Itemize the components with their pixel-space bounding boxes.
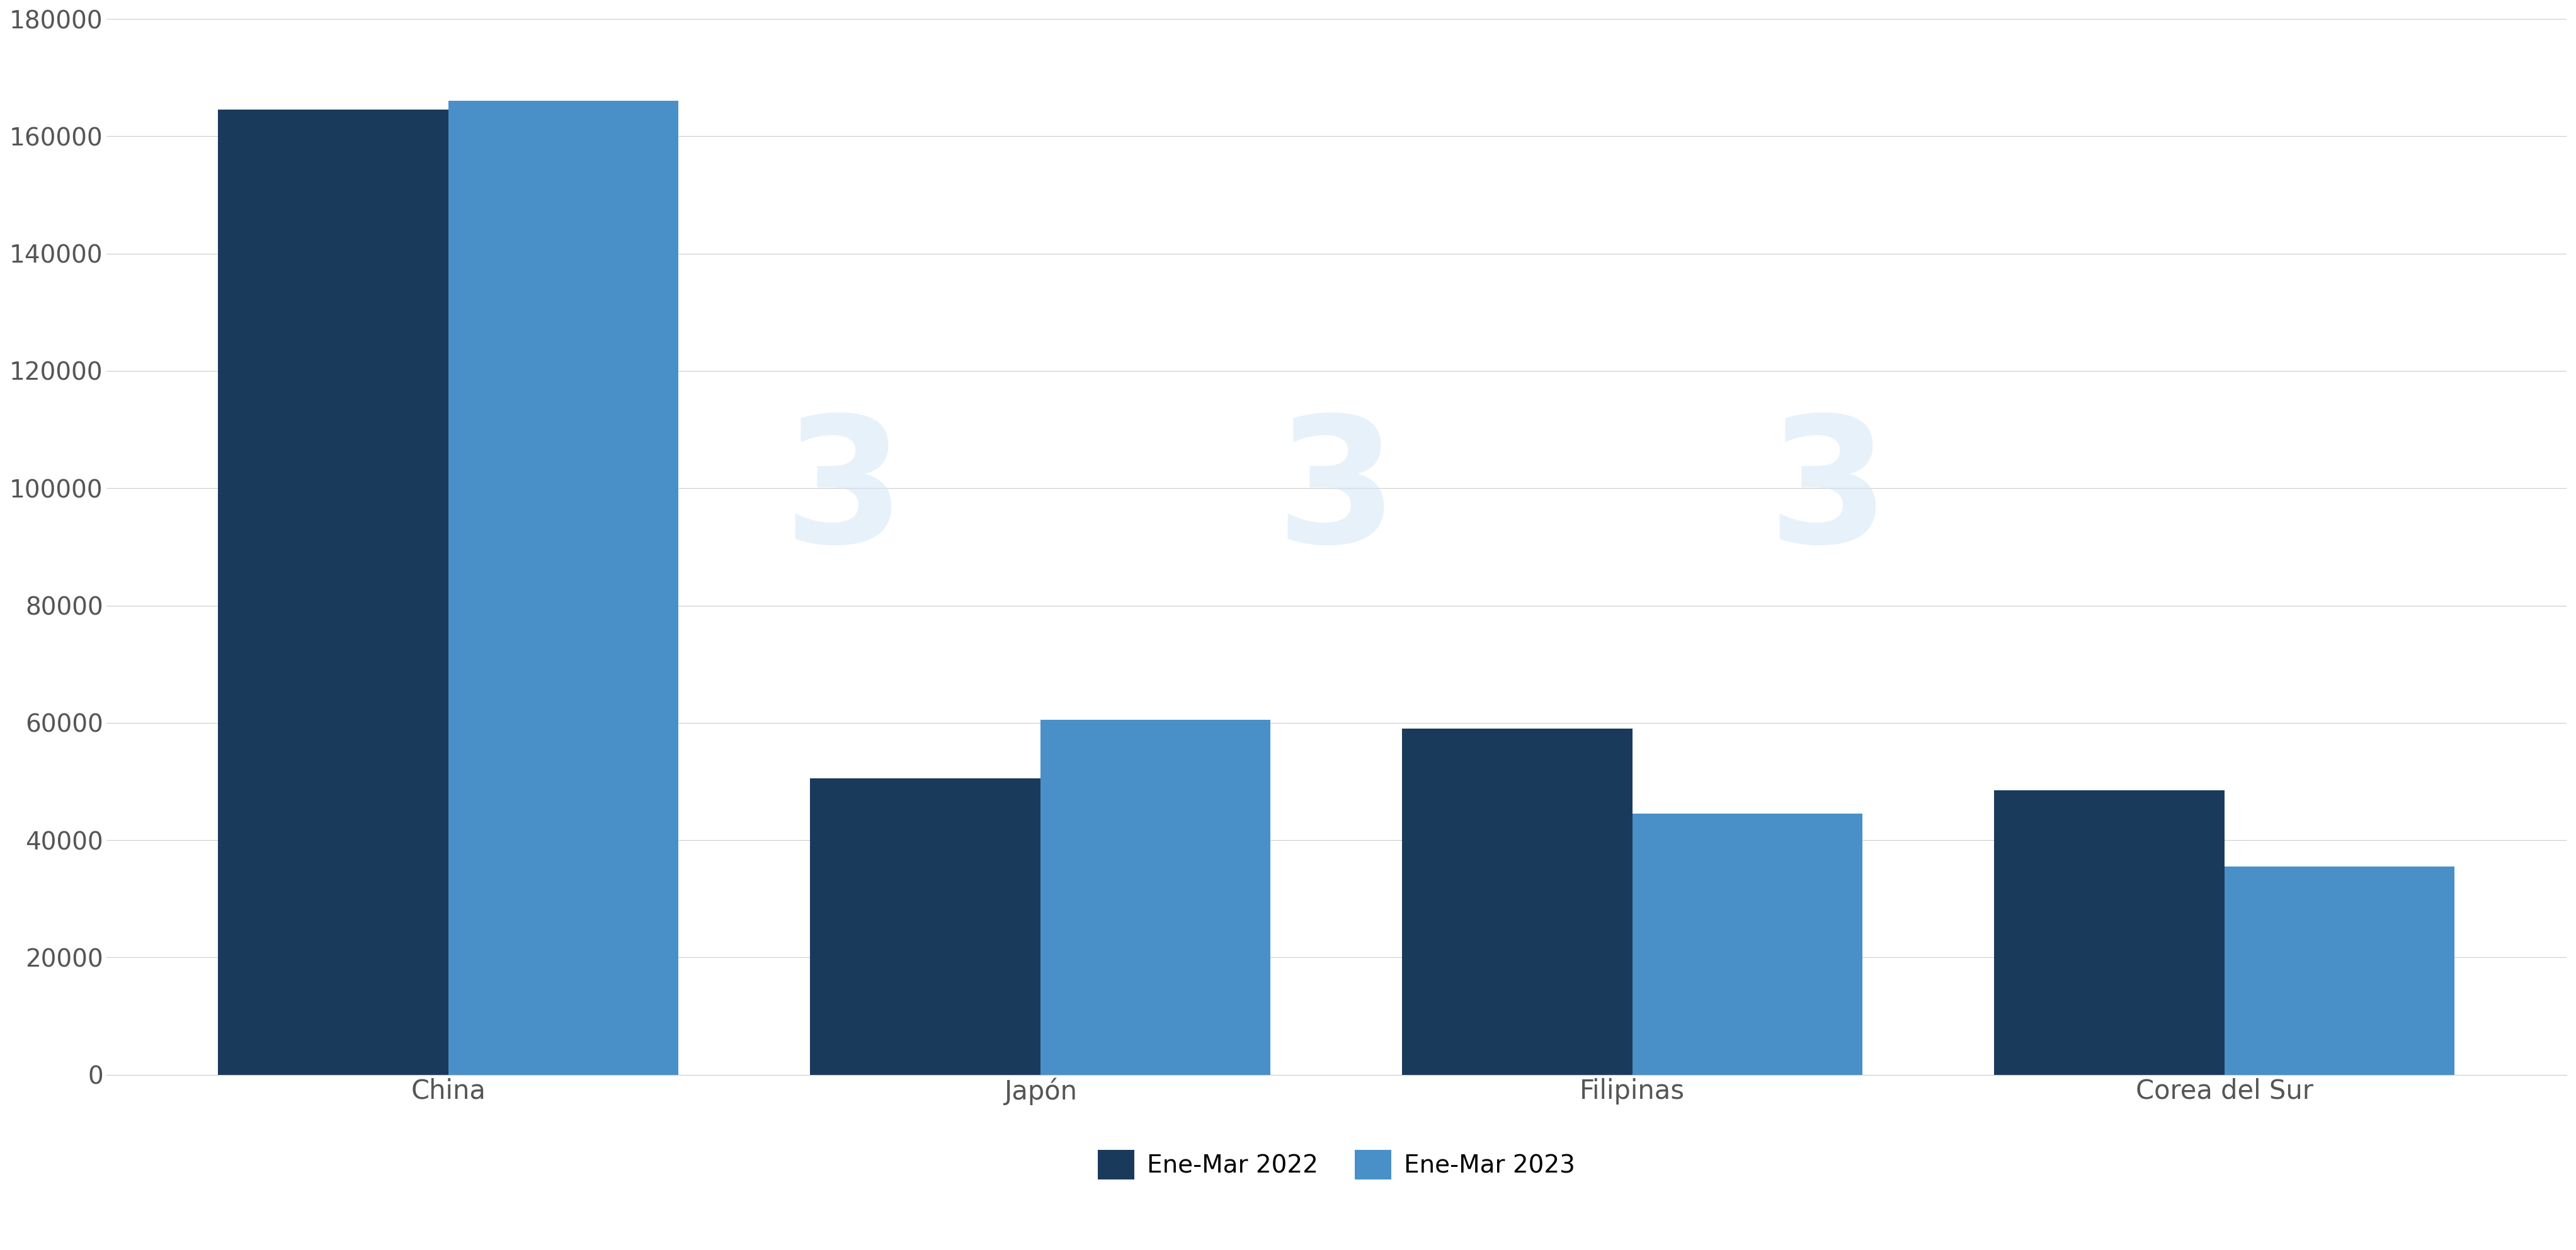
- Text: 3: 3: [1767, 409, 1888, 579]
- Bar: [448, 101, 677, 1075]
- Bar: [1401, 729, 1633, 1075]
- Text: 3: 3: [783, 409, 904, 579]
- Bar: [1633, 814, 1862, 1075]
- Bar: [1041, 720, 1270, 1075]
- Bar: [219, 110, 448, 1075]
- Legend: Ene-Mar 2022, Ene-Mar 2023: Ene-Mar 2022, Ene-Mar 2023: [1087, 1140, 1584, 1189]
- Bar: [809, 779, 1041, 1075]
- Bar: [1994, 790, 2226, 1075]
- Text: 3: 3: [1275, 409, 1396, 579]
- Bar: [2226, 866, 2455, 1075]
